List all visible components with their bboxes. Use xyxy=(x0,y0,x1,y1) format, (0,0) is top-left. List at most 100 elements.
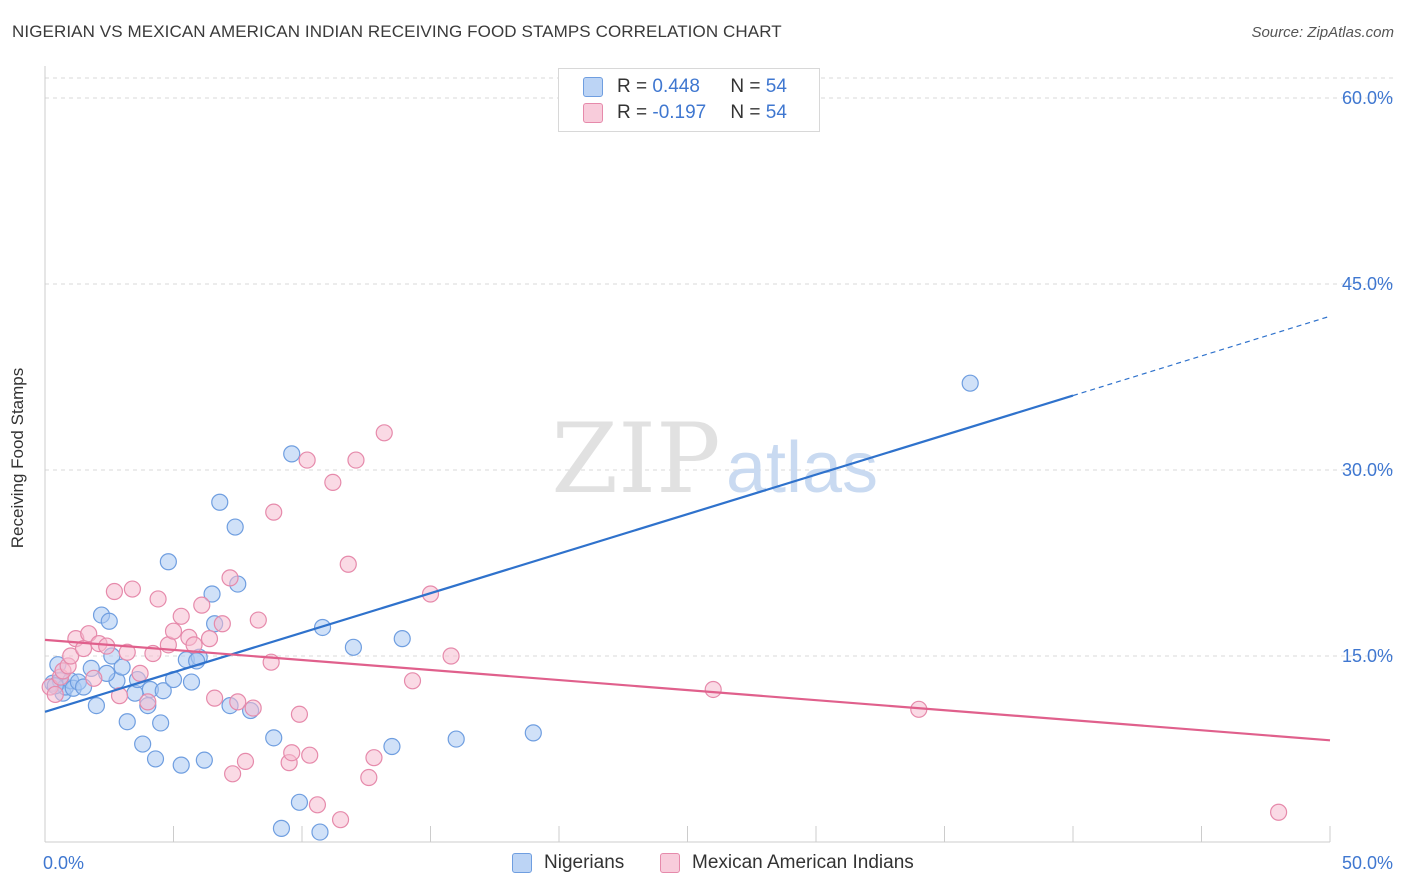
mexican-point xyxy=(283,744,301,762)
mexican-point xyxy=(221,569,239,587)
mexican-point xyxy=(123,580,141,598)
mexican-point xyxy=(290,705,309,723)
mexican-point xyxy=(149,590,167,608)
nigerian-point xyxy=(311,823,329,841)
legend-r-label: R = xyxy=(617,102,653,123)
series-swatch-nigerians xyxy=(512,853,532,873)
nigerian-point xyxy=(118,713,136,731)
mexican-point xyxy=(200,630,219,648)
y-tick-label: 30.0% xyxy=(1342,460,1393,480)
mexican-point xyxy=(193,596,211,614)
legend-swatch-mexican xyxy=(583,103,603,123)
mexican-point xyxy=(365,749,383,767)
chart-title: NIGERIAN VS MEXICAN AMERICAN INDIAN RECE… xyxy=(12,22,782,41)
mexican-point xyxy=(213,615,231,633)
mexican-point xyxy=(339,555,357,573)
mexican-point xyxy=(110,687,129,705)
mexican-point xyxy=(229,693,247,711)
nigerian-point xyxy=(393,630,411,648)
nigerian-point xyxy=(134,735,152,753)
nigerian-point xyxy=(344,638,362,656)
nigerian-point xyxy=(383,737,401,756)
trend-lines xyxy=(44,315,1331,742)
series-label-mexican: Mexican American Indians xyxy=(692,852,914,873)
mexican-point xyxy=(244,699,262,717)
mexican-point xyxy=(403,672,422,690)
nigerian-point xyxy=(211,493,229,511)
nigerian-point xyxy=(172,756,190,774)
mexican-points xyxy=(41,424,1288,829)
legend-n-label: N = xyxy=(730,102,766,123)
nigerian-point xyxy=(87,696,106,715)
nigerian-point xyxy=(100,612,118,630)
mexican-point xyxy=(249,611,267,629)
mexican-point xyxy=(185,636,203,654)
nigerian-point xyxy=(152,714,170,732)
mexican-point xyxy=(1269,803,1288,821)
tick-labels: 15.0% 30.0% 45.0% 60.0% 0.0% 50.0% xyxy=(43,88,1393,873)
nigerian-point xyxy=(182,673,201,691)
mexican-point xyxy=(131,664,149,682)
grid-lines xyxy=(45,77,1395,657)
legend-row-mexican: R = -0.197 N = 54 xyxy=(583,101,787,125)
watermark: ZIP atlas xyxy=(551,403,878,515)
axes xyxy=(44,66,1331,843)
nigerian-point xyxy=(226,518,244,536)
mexican-point xyxy=(265,503,283,521)
mexican-point xyxy=(308,796,327,814)
nigerian-trend-line xyxy=(44,394,1074,713)
series-swatch-mexican xyxy=(660,853,680,873)
mexican-point xyxy=(46,685,64,704)
x-tick-label: 0.0% xyxy=(43,853,84,873)
nigerian-point xyxy=(265,729,283,747)
x-tick-label: 50.0% xyxy=(1342,853,1393,873)
series-legend: Nigerians Mexican American Indians xyxy=(0,852,1406,878)
mexican-point xyxy=(164,622,183,640)
watermark-zip: ZIP xyxy=(551,403,720,515)
nigerian-point xyxy=(154,682,172,700)
nigerian-point xyxy=(524,724,542,742)
nigerian-point xyxy=(447,730,465,748)
mexican-point xyxy=(347,451,365,469)
nigerian-point xyxy=(113,658,131,676)
legend-r-value: -0.197 xyxy=(652,102,707,123)
legend-row-nigerians: R = 0.448 N = 54 xyxy=(583,75,787,99)
chart-source: Source: ZipAtlas.com xyxy=(1251,24,1394,41)
mexican-point xyxy=(62,647,80,665)
y-tick-label: 45.0% xyxy=(1342,274,1393,294)
series-legend-nigerians[interactable]: Nigerians xyxy=(512,852,624,874)
legend-n-value: 54 xyxy=(765,102,787,123)
mexican-point xyxy=(324,473,342,491)
mexican-point xyxy=(442,647,460,665)
correlation-legend: R = 0.448 N = 54 R = -0.197 N = 54 xyxy=(558,68,820,132)
nigerian-trend-extension xyxy=(1072,315,1331,397)
nigerian-point xyxy=(961,374,979,392)
nigerian-point xyxy=(203,585,221,603)
nigerian-point xyxy=(272,819,291,837)
mexican-point xyxy=(301,746,319,764)
mexican-point xyxy=(85,669,103,687)
mexican-point xyxy=(80,625,98,643)
y-tick-label: 60.0% xyxy=(1342,88,1393,108)
legend-r-label: R = xyxy=(617,76,653,97)
nigerian-point xyxy=(195,751,213,769)
series-label-nigerians: Nigerians xyxy=(544,852,625,873)
mexican-point xyxy=(360,768,378,787)
nigerian-point xyxy=(290,793,309,811)
mexican-point xyxy=(236,752,255,771)
nigerian-point xyxy=(283,445,301,463)
mexican-point xyxy=(206,689,224,707)
mexican-point xyxy=(172,607,190,625)
y-axis-label: Receiving Food Stamps xyxy=(8,367,27,549)
mexican-trend-line xyxy=(44,638,1331,742)
mexican-point xyxy=(139,693,157,711)
legend-n-label: N = xyxy=(730,76,766,97)
legend-swatch-nigerians xyxy=(583,77,603,97)
mexican-point xyxy=(298,451,316,469)
nigerian-point xyxy=(146,750,165,768)
series-legend-mexican[interactable]: Mexican American Indians xyxy=(660,852,914,874)
y-tick-label: 15.0% xyxy=(1342,646,1393,666)
mexican-point xyxy=(704,680,722,699)
mexican-point xyxy=(105,582,123,601)
